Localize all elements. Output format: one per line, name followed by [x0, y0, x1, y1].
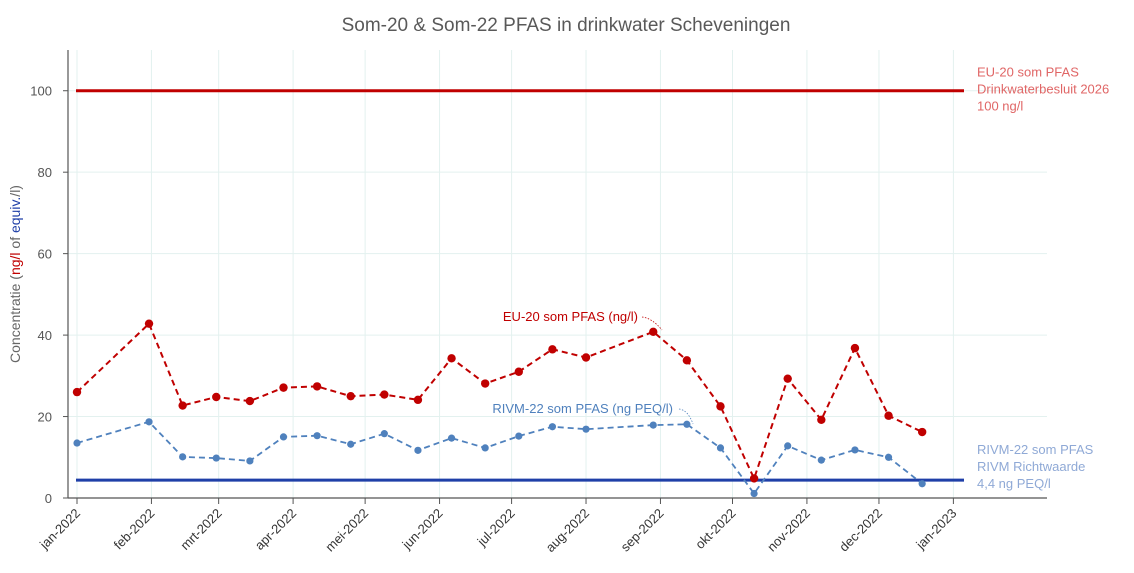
eu-20-data-point — [817, 415, 826, 425]
reference-line-label: RIVM-22 som PFAS — [977, 442, 1094, 457]
x-tick-label: apr-2022 — [252, 506, 299, 553]
eu-20-series-label: EU-20 som PFAS (ng/l) — [503, 309, 638, 324]
y-axis-label-part: equiv. — [7, 197, 23, 233]
eu-20-data-point — [447, 354, 456, 363]
grid — [68, 50, 1047, 498]
x-tick-label: nov-2022 — [764, 506, 813, 555]
series-labels: EU-20 som PFAS (ng/l) RIVM-22 som PFAS (n… — [492, 309, 694, 425]
rivm-22-data-point — [784, 442, 792, 450]
eu-20-data-point — [783, 374, 792, 383]
x-tick-label: okt-2022 — [692, 506, 738, 552]
x-tick-label: dec-2022 — [836, 506, 885, 555]
series — [72, 319, 927, 498]
reference-line-label: RIVM Richtwaarde — [977, 459, 1085, 474]
eu-20-data-point — [514, 367, 523, 376]
rivm-22-data-point — [313, 432, 321, 440]
eu-20-data-point — [480, 379, 490, 388]
eu-20-data-point — [312, 382, 322, 391]
eu-20-series-line — [76, 321, 923, 482]
chart-title: Som-20 & Som-22 PFAS in drinkwater Schev… — [342, 15, 791, 36]
eu-20-data-point — [72, 387, 82, 397]
rivm-22-data-point — [548, 423, 557, 431]
eu-20-data-point — [380, 390, 389, 399]
eu-20-data-point — [749, 474, 759, 483]
y-axis-label-part: Concentratie ( — [7, 275, 23, 363]
eu-20-data-point — [178, 401, 187, 410]
eu-20-data-point — [279, 383, 288, 392]
y-tick-label: 40 — [38, 328, 52, 343]
rivm-22-data-point — [447, 434, 456, 442]
rivm-22-data-point — [380, 430, 388, 438]
rivm-22-data-point — [649, 421, 657, 429]
eu-20-data-point — [716, 402, 725, 411]
reference-line-label: Drinkwaterbesluit 2026 — [977, 82, 1109, 97]
reference-line-label: 4,4 ng PEQ/l — [977, 476, 1051, 491]
y-axis-label-part: ng/l — [7, 252, 23, 275]
x-tick-label: mei-2022 — [322, 506, 371, 555]
y-tick-label: 20 — [38, 410, 52, 425]
rivm-22-data-point — [414, 446, 422, 454]
x-tick-label: jul-2022 — [474, 506, 518, 550]
reference-line-label: 100 ng/l — [977, 99, 1023, 114]
eu-20-data-point — [884, 411, 893, 420]
rivm-22-data-point — [683, 420, 691, 428]
rivm-22-data-point — [884, 453, 893, 461]
eu-20-data-point — [649, 327, 658, 337]
eu-20-data-point — [413, 395, 423, 405]
rivm-22-data-point — [750, 489, 758, 498]
y-tick-label: 100 — [30, 84, 52, 99]
x-tick-label: jan-2022 — [36, 506, 83, 553]
eu-20-data-point — [346, 391, 355, 401]
reference-line-label: EU-20 som PFAS — [977, 65, 1079, 80]
rivm-22-series-label: RIVM-22 som PFAS (ng PEQ/l) — [492, 401, 673, 416]
rivm-22-data-point — [817, 456, 825, 464]
rivm-22-data-point — [515, 432, 523, 440]
rivm-22-data-point — [851, 446, 859, 454]
rivm-22-series-line — [76, 420, 923, 496]
eu-20-data-point — [245, 396, 255, 406]
eu-20-data-point — [917, 427, 927, 437]
rivm-22-data-point — [279, 433, 288, 441]
rivm-22-data-point — [481, 444, 489, 452]
y-axis-label: Concentratie (ng/l of equiv./l) — [7, 185, 23, 363]
rivm-22-data-point — [246, 457, 254, 465]
eu-20-data-point — [682, 356, 692, 365]
x-tick-label: mrt-2022 — [177, 506, 224, 553]
rivm-22-data-point — [73, 439, 81, 447]
rivm-22-data-point — [716, 444, 725, 452]
x-tick-label: aug-2022 — [543, 506, 592, 555]
eu-20-data-point — [581, 353, 591, 362]
rivm-22-data-point — [918, 480, 926, 488]
eu-20-data-point — [548, 345, 557, 354]
x-tick-label: jan-2023 — [912, 506, 959, 553]
y-tick-label: 60 — [38, 247, 52, 262]
y-axis-label-part: of — [7, 233, 23, 252]
rivm-22-data-point — [347, 440, 355, 448]
rivm-22-data-point — [582, 425, 590, 433]
eu-20-data-point — [212, 392, 221, 402]
rivm-22-data-point — [145, 418, 153, 426]
series-label-leader — [678, 408, 694, 425]
y-axis-label-part: /l) — [7, 185, 23, 197]
x-tick-label: jun-2022 — [399, 506, 446, 553]
x-tick-label: sep-2022 — [618, 506, 667, 555]
rivm-22-data-point — [212, 454, 220, 462]
reference-lines: EU-20 som PFAS Drinkwaterbesluit 2026 100 … — [76, 65, 1109, 491]
eu-20-data-point — [144, 319, 154, 328]
eu-20-data-point — [850, 343, 860, 353]
series-label-leader — [641, 316, 663, 331]
y-tick-label: 0 — [45, 491, 52, 506]
rivm-22-data-point — [179, 453, 187, 461]
x-tick-label: feb-2022 — [111, 506, 158, 553]
y-tick-label: 80 — [38, 165, 52, 180]
